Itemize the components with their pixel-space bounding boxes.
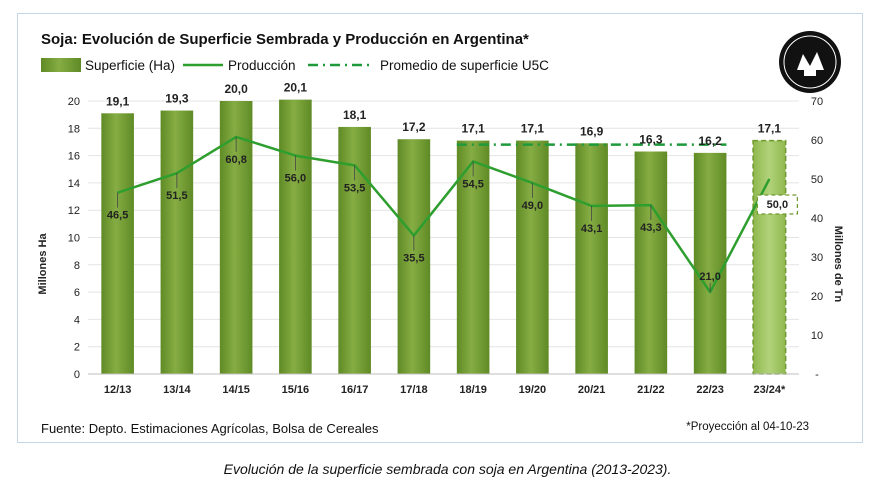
y-tick-label: 20 xyxy=(68,96,80,108)
bar-value-label: 17,2 xyxy=(402,120,426,134)
bar xyxy=(397,139,431,374)
bar xyxy=(693,152,727,374)
source-note: Fuente: Depto. Estimaciones Agrícolas, B… xyxy=(41,421,379,436)
x-tick-label: 19/20 xyxy=(519,384,547,396)
bar-value-label: 19,3 xyxy=(165,92,189,106)
x-tick-label: 15/16 xyxy=(282,384,310,396)
y-tick-label: 16 xyxy=(68,151,80,163)
bar xyxy=(634,151,668,374)
legend-label-superficie: Superficie (Ha) xyxy=(85,58,175,73)
bar-value-label: 20,0 xyxy=(224,82,248,96)
y2-tick-label: 20 xyxy=(811,291,823,303)
bar-value-label: 20,1 xyxy=(284,81,308,95)
x-tick-label: 18/19 xyxy=(459,384,487,396)
legend-label-produccion: Producción xyxy=(228,58,296,73)
x-tick-label: 12/13 xyxy=(104,384,132,396)
production-value-label: 43,3 xyxy=(640,222,661,234)
bar-value-label: 17,1 xyxy=(461,122,485,136)
x-tick-label: 21/22 xyxy=(637,384,665,396)
y2-tick-label: 70 xyxy=(811,96,823,108)
x-tick-label: 23/24* xyxy=(753,384,786,396)
projection-note: *Proyección al 04-10-23 xyxy=(686,421,809,433)
bar xyxy=(456,140,490,374)
bar-value-label: 19,1 xyxy=(106,94,130,108)
x-tick-label: 13/14 xyxy=(163,384,191,396)
production-value-label: 46,5 xyxy=(107,210,128,222)
y-tick-label: 6 xyxy=(74,287,80,299)
bars xyxy=(101,99,787,375)
x-tick-label: 22/23 xyxy=(696,384,724,396)
bar-value-label: 18,1 xyxy=(343,108,367,122)
y-tick-label: 18 xyxy=(68,123,80,135)
production-value-label: 49,0 xyxy=(522,200,543,212)
bar-value-label: 16,2 xyxy=(698,134,722,148)
x-tick-label: 14/15 xyxy=(222,384,250,396)
production-value-label: 50,0 xyxy=(767,199,788,211)
data-labels: 19,1 19,3 20,0 20,1 18,1 17,2 17,1 17,1 16,9 16,3… xyxy=(106,81,798,293)
production-value-label: 53,5 xyxy=(344,182,365,194)
y-tick-label: 0 xyxy=(74,369,80,381)
bolsa-de-cereales-logo xyxy=(779,31,841,93)
bar xyxy=(575,143,608,374)
bar-value-label: 17,1 xyxy=(521,122,545,136)
legend-label-promedio: Promedio de superficie U5C xyxy=(380,58,549,73)
x-tick-label: 16/17 xyxy=(341,384,369,396)
y-tick-label: 12 xyxy=(68,205,80,217)
y2-tick-label: 50 xyxy=(811,174,823,186)
legend-swatch-superficie xyxy=(41,58,81,72)
projection-value-box xyxy=(756,194,798,215)
y-tick-label: 4 xyxy=(74,314,80,326)
bar-projection xyxy=(752,139,787,375)
production-value-label: 43,1 xyxy=(581,223,602,235)
production-value-label: 35,5 xyxy=(403,253,424,265)
y2-tick-label: 40 xyxy=(811,213,823,225)
y-tick-label: 14 xyxy=(68,178,80,190)
production-value-label: 51,5 xyxy=(166,190,187,202)
production-series-line xyxy=(117,135,771,294)
bar-value-label: 17,1 xyxy=(758,122,782,136)
legend: Superficie (Ha) Producción Promedio de s… xyxy=(41,58,549,73)
chart-frame: Soja: Evolución de Superficie Sembrada y… xyxy=(17,13,863,443)
production-value-label: 54,5 xyxy=(462,178,483,190)
y-axis-label: Millones Ha xyxy=(37,233,49,295)
x-tick-label: 20/21 xyxy=(578,384,606,396)
bar xyxy=(516,140,549,374)
y2-tick-label: 10 xyxy=(811,330,823,342)
chart-canvas: Soja: Evolución de Superficie Sembrada y… xyxy=(37,31,844,436)
production-value-label: 21,0 xyxy=(699,271,720,283)
axes: 0 2 4 6 8 10 12 14 16 18 20 - 10 20 30 40 50 60 70 12/13 13/… xyxy=(68,96,823,396)
figure-caption: Evolución de la superficie sembrada con … xyxy=(223,461,672,477)
bar xyxy=(101,113,134,374)
grid xyxy=(88,100,799,375)
production-line xyxy=(117,135,771,294)
y2-tick-label: - xyxy=(815,369,819,381)
y-tick-label: 2 xyxy=(74,342,80,354)
y2-tick-label: 30 xyxy=(811,252,823,264)
production-value-label: 56,0 xyxy=(285,173,306,185)
bar xyxy=(160,110,194,375)
chart-title: Soja: Evolución de Superficie Sembrada y… xyxy=(41,31,529,48)
bar-value-label: 16,3 xyxy=(639,133,663,147)
x-tick-label: 17/18 xyxy=(400,384,428,396)
production-value-label: 60,8 xyxy=(225,154,246,166)
y-tick-label: 10 xyxy=(68,233,80,245)
y2-tick-label: 60 xyxy=(811,135,823,147)
bar xyxy=(279,99,312,374)
y2-axis-label: Millones de Tn xyxy=(832,226,844,303)
bar-value-label: 16,9 xyxy=(580,124,604,138)
y-tick-label: 8 xyxy=(74,260,80,272)
